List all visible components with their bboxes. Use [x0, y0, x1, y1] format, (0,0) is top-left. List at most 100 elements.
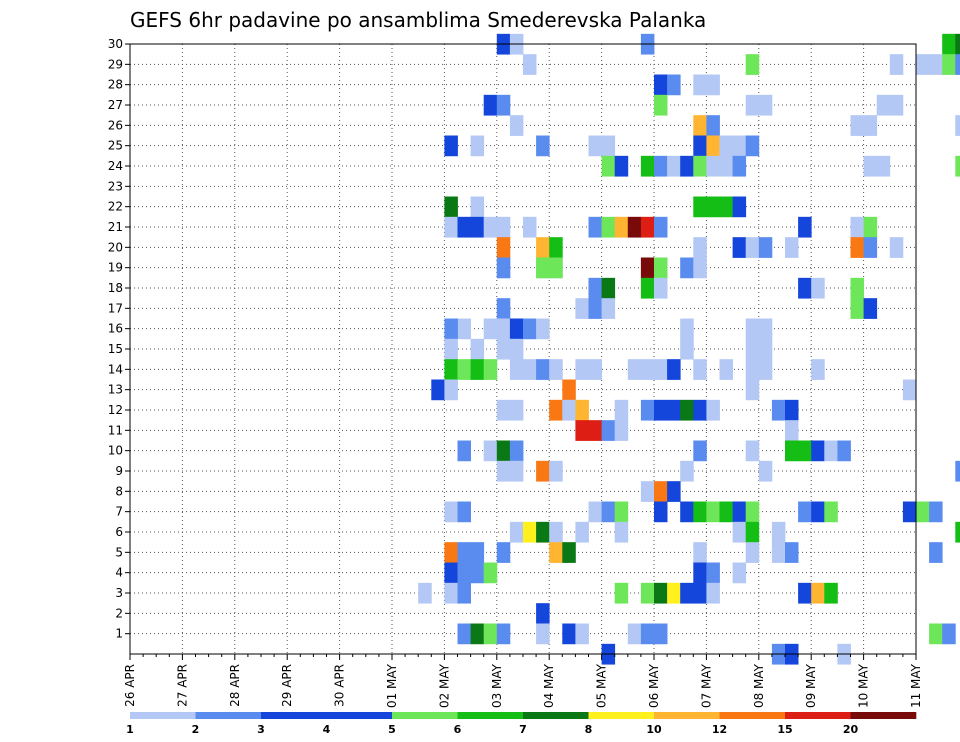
- heatmap-cell: [627, 359, 642, 380]
- heatmap-cell: [509, 460, 524, 482]
- legend-swatch: [588, 712, 655, 719]
- heatmap-cell: [680, 338, 694, 360]
- heatmap-cell: [614, 582, 629, 604]
- heatmap-cell: [549, 399, 563, 421]
- heatmap-cell: [601, 216, 616, 238]
- y-tick-label: 6: [115, 525, 123, 539]
- heatmap-cell: [654, 277, 668, 299]
- heatmap-cell: [693, 399, 707, 421]
- heatmap-cell: [889, 94, 904, 116]
- heatmap-cell: [902, 379, 917, 401]
- heatmap-cell: [536, 603, 550, 624]
- heatmap-cell: [562, 542, 576, 563]
- heatmap-cell: [667, 481, 681, 502]
- heatmap-cell: [693, 115, 707, 136]
- heatmap-cell: [916, 501, 930, 523]
- heatmap-cell: [496, 257, 511, 279]
- heatmap-cell: [614, 501, 629, 523]
- heatmap-cell: [457, 582, 471, 604]
- heatmap-cell: [614, 521, 629, 543]
- legend-label: 10: [646, 723, 662, 736]
- y-tick-label: 19: [108, 261, 123, 275]
- heatmap-cell: [496, 338, 511, 360]
- heatmap-cell: [562, 399, 576, 421]
- heatmap-cell: [798, 277, 812, 299]
- heatmap-cell: [575, 420, 589, 441]
- heatmap-cell: [457, 359, 471, 380]
- legend-label: 12: [712, 723, 727, 736]
- heatmap-cell: [601, 298, 616, 319]
- heatmap-cell: [955, 115, 960, 136]
- heatmap-cell: [575, 298, 589, 319]
- y-tick-label: 3: [115, 586, 123, 600]
- heatmap-cell: [601, 135, 616, 157]
- heatmap-cell: [706, 135, 720, 157]
- heatmap-cell: [444, 562, 458, 584]
- heatmap-cell: [889, 237, 904, 258]
- heatmap-cell: [850, 277, 864, 299]
- heatmap-cell: [549, 359, 563, 380]
- heatmap-cell: [496, 460, 511, 482]
- heatmap-cell: [575, 623, 589, 645]
- heatmap-cell: [955, 155, 960, 177]
- y-tick-label: 15: [108, 342, 123, 356]
- x-tick-label: 03 MAY: [490, 663, 504, 708]
- heatmap-cell: [745, 94, 760, 116]
- legend-label: 4: [323, 723, 331, 736]
- heatmap-cell: [509, 440, 524, 462]
- heatmap-cell: [654, 481, 668, 502]
- heatmap-cell: [470, 542, 485, 563]
- heatmap-cell: [732, 135, 747, 157]
- heatmap-cell: [942, 33, 956, 55]
- legend-swatch: [850, 712, 917, 719]
- heatmap-cell: [850, 298, 864, 319]
- heatmap-cell: [588, 359, 602, 380]
- x-tick-label: 08 MAY: [752, 663, 766, 708]
- heatmap-cell: [850, 216, 864, 238]
- heatmap-cell: [811, 582, 825, 604]
- heatmap-cell: [444, 338, 458, 360]
- heatmap-cell: [758, 359, 773, 380]
- heatmap-cell: [536, 460, 550, 482]
- heatmap-cell: [470, 135, 485, 157]
- heatmap-cell: [523, 359, 537, 380]
- heatmap-cell: [418, 582, 432, 604]
- heatmap-cell: [575, 399, 589, 421]
- heatmap-cell: [640, 623, 655, 645]
- heatmap-cell: [614, 155, 629, 177]
- heatmap-cell: [496, 542, 511, 563]
- heatmap-cell: [732, 155, 747, 177]
- heatmap-cell: [771, 521, 786, 543]
- heatmap-cell: [863, 237, 878, 258]
- heatmap-cell: [693, 562, 707, 584]
- heatmap-cell: [483, 440, 498, 462]
- y-tick-label: 17: [108, 301, 123, 315]
- y-axis-ticks: 1234567891011121314151617181920212223242…: [108, 37, 130, 641]
- heatmap-cell: [457, 542, 471, 563]
- heatmap-cell: [680, 257, 694, 279]
- heatmap-cell: [588, 216, 602, 238]
- heatmap-cell: [929, 54, 943, 75]
- x-tick-label: 07 MAY: [699, 663, 713, 708]
- y-tick-label: 21: [108, 220, 123, 234]
- y-tick-label: 16: [108, 322, 123, 336]
- heatmap-cell: [798, 582, 812, 604]
- heatmap-cell: [667, 359, 681, 380]
- heatmap-cell: [732, 196, 747, 218]
- heatmap-cell: [496, 298, 511, 319]
- heatmap-cell: [588, 420, 602, 441]
- heatmap-cell: [470, 359, 485, 380]
- heatmap-cell: [745, 379, 760, 401]
- heatmap-cell: [680, 501, 694, 523]
- heatmap-cell: [693, 359, 707, 380]
- heatmap-cell: [916, 54, 930, 75]
- chart-title: GEFS 6hr padavine po ansamblima Smederev…: [130, 8, 706, 32]
- heatmap-cell: [719, 135, 733, 157]
- heatmap-cell: [470, 196, 485, 218]
- heatmap-cell: [457, 440, 471, 462]
- x-tick-label: 02 MAY: [437, 663, 451, 708]
- legend-swatch: [457, 712, 524, 719]
- heatmap-cell: [483, 359, 498, 380]
- heatmap-cell: [693, 74, 707, 96]
- heatmap-cell: [706, 562, 720, 584]
